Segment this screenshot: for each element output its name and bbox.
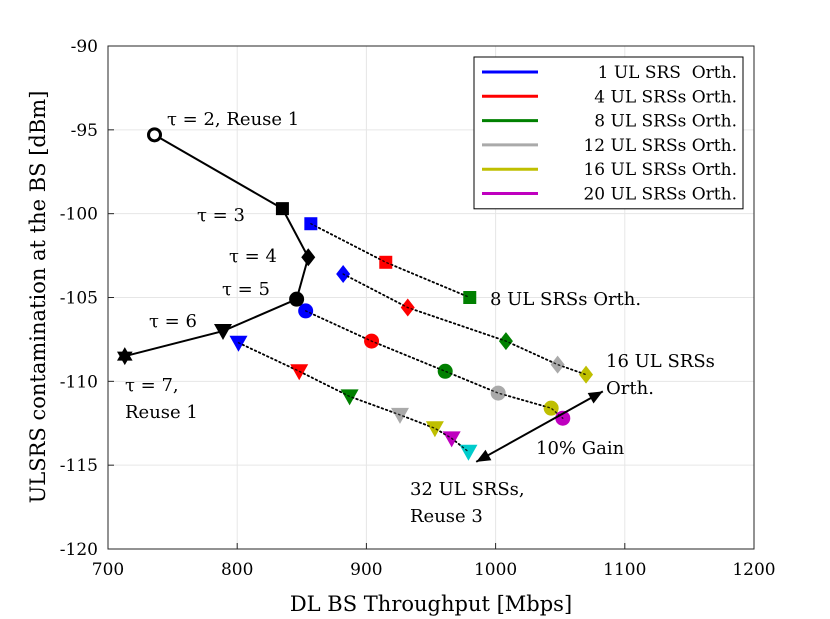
y-tick-label: -105 <box>60 289 98 309</box>
annotation-srs32-line2: Reuse 3 <box>410 506 483 527</box>
triangle-down-point <box>229 335 248 352</box>
y-tick-label: -100 <box>60 205 98 225</box>
annotation-srs32-line1: 32 UL SRSs, <box>410 479 525 500</box>
black-circle-point <box>289 291 305 307</box>
black-diamond-point <box>301 248 316 267</box>
black-path-line <box>124 133 310 358</box>
x-tick-label: 1100 <box>603 560 646 580</box>
dotted-series-diamond <box>336 265 594 384</box>
diamond-point <box>579 365 594 384</box>
legend-box <box>473 56 744 210</box>
triangle-down-point <box>459 444 478 461</box>
annotation-tau2: τ = 2, Reuse 1 <box>167 109 299 130</box>
gain-arrow-head-end <box>587 391 603 404</box>
annotation-tau7-line1: τ = 7, <box>125 375 179 396</box>
grid <box>107 45 755 550</box>
legend-label: 12 UL SRSs Orth. <box>583 136 737 156</box>
ticks: 700 800 900 1000 1100 1200 -90 -95 -100 -105 -110 -… <box>60 37 776 580</box>
legend: 1 UL SRS Orth. 4 UL SRSs Orth. 8 UL SRSs O… <box>473 56 744 210</box>
x-tick-label: 1000 <box>474 560 517 580</box>
dotted-series-square <box>304 217 477 304</box>
square-point <box>379 255 393 269</box>
x-axis-label: DL BS Throughput [Mbps] <box>290 592 572 616</box>
dotted-line-overlay <box>342 273 587 376</box>
black-triangle-down-point <box>213 324 232 341</box>
annotation-gain: 10% Gain <box>536 438 625 459</box>
annotation-srs8: 8 UL SRSs Orth. <box>490 289 641 310</box>
y-tick-label: -95 <box>71 121 98 141</box>
x-tick-label: 1200 <box>732 560 775 580</box>
black-open-circle-point <box>147 127 163 143</box>
annotations: τ = 2, Reuse 1 τ = 3 τ = 4 τ = 5 τ = 6 τ… <box>125 109 715 527</box>
triangle-down-point <box>442 431 461 448</box>
legend-label: 20 UL SRSs Orth. <box>583 185 737 205</box>
triangle-down-point <box>390 407 409 424</box>
circle-point <box>437 363 453 379</box>
y-tick-label: -90 <box>71 37 98 57</box>
circle-point <box>490 385 506 401</box>
x-tick-label: 900 <box>350 560 382 580</box>
annotation-srs16-line2: Orth. <box>606 378 654 399</box>
triangle-down-point <box>290 364 309 381</box>
annotation-tau4: τ = 4 <box>229 246 277 267</box>
dotted-series-triangle-down <box>229 335 478 461</box>
annotation-tau6: τ = 6 <box>149 311 197 332</box>
annotation-tau7-line2: Reuse 1 <box>125 402 198 423</box>
legend-label: 4 UL SRSs Orth. <box>594 87 737 107</box>
annotation-srs16-line1: 16 UL SRSs <box>606 351 715 372</box>
legend-label: 1 UL SRS Orth. <box>598 63 737 83</box>
series-layer <box>117 127 594 461</box>
plot-frame <box>107 45 755 550</box>
legend-label: 8 UL SRSs Orth. <box>594 112 737 132</box>
hexagram-part <box>117 351 133 366</box>
y-axis-label: ULSRS contamination at the BS [dBm] <box>26 91 50 504</box>
legend-label: 16 UL SRSs Orth. <box>583 160 737 180</box>
y-tick-label: -120 <box>60 540 98 560</box>
gain-arrow <box>475 390 604 463</box>
gain-arrow-shaft <box>475 390 604 463</box>
triangle-down-point <box>425 421 444 438</box>
dotted-series-circle <box>298 303 571 426</box>
dotted-line-overlay <box>237 342 470 453</box>
square-point <box>463 291 477 304</box>
black-path-series <box>117 127 316 366</box>
annotation-tau3: τ = 3 <box>197 205 245 226</box>
y-tick-label: -110 <box>60 372 98 392</box>
x-tick-label: 700 <box>92 560 124 580</box>
x-tick-label: 800 <box>221 560 253 580</box>
black-hexagram-point <box>117 347 133 366</box>
annotation-tau5: τ = 5 <box>222 279 270 300</box>
black-square-point <box>275 202 289 216</box>
y-tick-label: -115 <box>60 456 98 476</box>
dotted-line-overlay <box>310 223 471 299</box>
dotted-line-overlay <box>304 310 564 419</box>
gain-arrow-head-start <box>476 449 492 462</box>
